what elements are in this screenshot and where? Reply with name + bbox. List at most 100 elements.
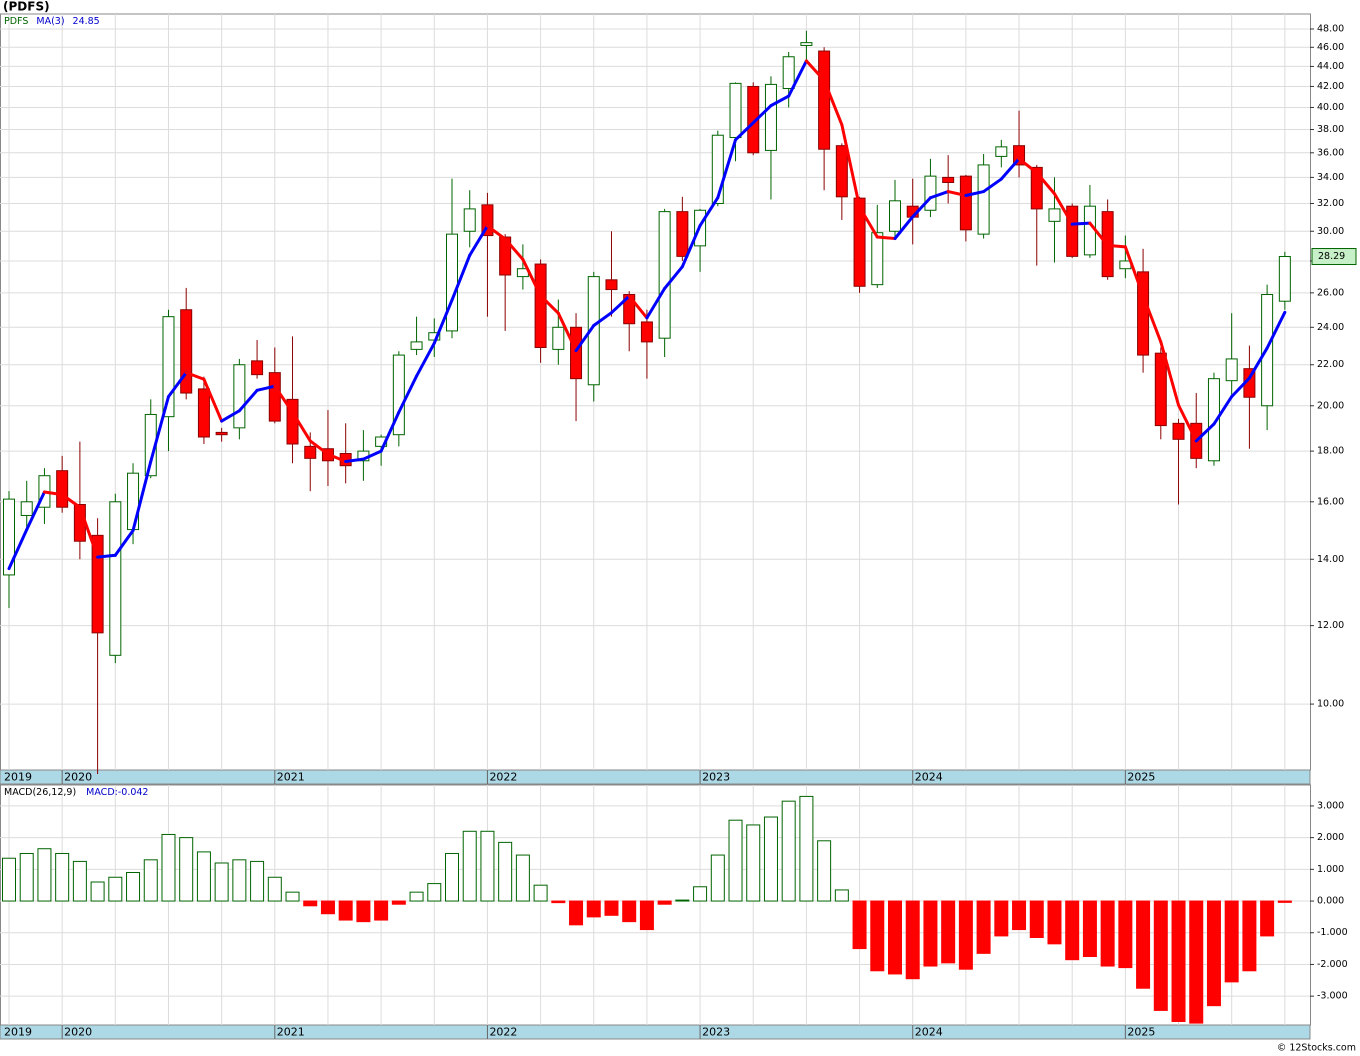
y-tick-label: 44.00 (1317, 61, 1344, 72)
macd-prefix: MACD: (86, 787, 118, 798)
y-tick-label: 34.00 (1317, 172, 1344, 183)
ma-segment (1212, 395, 1234, 426)
candle-body (162, 316, 175, 418)
ma-segment (1177, 403, 1198, 443)
candle-body (800, 42, 813, 46)
macd-bar (728, 819, 743, 902)
ma-segment (822, 78, 844, 127)
macd-bar (1082, 900, 1097, 958)
macd-bar (143, 859, 158, 902)
macd-bar (923, 900, 938, 967)
ma-segment (875, 235, 897, 240)
ma-segment (25, 490, 46, 532)
x-tick-label: 2021 (277, 771, 305, 784)
candle-body (871, 232, 884, 286)
candle-body (1172, 422, 1185, 440)
y-tick-label: 14.00 (1317, 554, 1344, 565)
candle-body (818, 50, 831, 150)
macd-bar (1065, 900, 1080, 961)
macd-bar (515, 854, 530, 902)
ma-segment (627, 294, 649, 320)
macd-bar (108, 876, 123, 902)
ma-segment (1194, 422, 1216, 443)
ma-segment (716, 138, 738, 200)
ma-segment (202, 377, 224, 423)
macd-bar (976, 900, 991, 954)
ma-segment (734, 121, 755, 142)
ma-segment (680, 224, 702, 269)
ma-segment (468, 224, 489, 257)
macd-bar (55, 852, 70, 902)
ma-segment (237, 388, 259, 413)
macd-bar (285, 891, 300, 902)
ma-segment (1159, 340, 1181, 407)
ma-segment (7, 528, 29, 571)
candle-body (942, 176, 955, 183)
ma-segment (804, 59, 826, 82)
symbol-label: PDFS (4, 16, 28, 27)
macd-bar (445, 852, 459, 902)
candle-body (180, 309, 193, 394)
macd-bar (905, 900, 920, 980)
ma-segment (273, 384, 295, 414)
last-price-label: 28.29 (1318, 251, 1345, 262)
ma-segment (1141, 294, 1163, 344)
macd-bar (232, 859, 247, 902)
macd-bar (746, 824, 761, 902)
ma-segment (432, 298, 454, 345)
candle-body (233, 364, 246, 429)
x-tick-label: 2022 (489, 1026, 517, 1039)
ma-segment (344, 457, 365, 464)
x-tick-label: 2025 (1127, 1026, 1155, 1039)
macd-bar (391, 900, 406, 905)
ma-segment (946, 190, 968, 197)
macd-bar (374, 900, 389, 921)
macd-bar (2, 857, 16, 902)
macd-bar (179, 837, 194, 902)
candle-body (889, 200, 901, 232)
y-tick-label: -1.000 (1317, 927, 1348, 938)
ma-segment (379, 410, 401, 453)
candle-body (924, 175, 937, 211)
macd-bar (338, 900, 353, 921)
macd-bar (870, 900, 885, 972)
candle-body (1030, 166, 1043, 210)
macd-bar (1136, 900, 1151, 989)
ma-segment (521, 257, 543, 298)
ma-segment (149, 395, 170, 464)
macd-bar (250, 860, 265, 902)
candle-body (304, 445, 317, 459)
macd-bar (267, 876, 282, 902)
candle-body (1119, 260, 1132, 270)
ma-segment (131, 460, 153, 532)
candle-body (499, 236, 512, 276)
macd-bar (710, 854, 725, 902)
y-tick-label: 2.000 (1317, 832, 1344, 843)
candle-body (481, 204, 494, 237)
candle-body (782, 56, 795, 90)
price-axis-strip (0, 769, 1311, 785)
x-tick-label: 2020 (64, 1026, 92, 1039)
macd-bar (161, 833, 176, 902)
macd-bar (675, 899, 690, 902)
macd-bar (19, 852, 34, 902)
y-tick-label: 38.00 (1317, 124, 1344, 135)
candle-body (640, 321, 653, 343)
y-tick-label: 18.00 (1317, 446, 1344, 457)
candle-body (1048, 208, 1061, 222)
ma-segment (1265, 310, 1287, 350)
macd-header: MACD(26,12,9) MACD:-0.042 (4, 787, 148, 798)
candle-body (20, 501, 33, 516)
macd-bar (958, 900, 973, 970)
macd-bar (1260, 900, 1275, 937)
macd-bar (639, 900, 654, 931)
x-tick-label: 2020 (64, 771, 92, 784)
y-tick-label: 22.00 (1317, 359, 1344, 370)
macd-bar (551, 900, 566, 904)
ma-segment (450, 253, 472, 302)
ma-segment (1230, 376, 1251, 399)
candle-body (1207, 378, 1220, 462)
candle-body (959, 175, 972, 231)
candle-body (1066, 205, 1079, 257)
candle-body (587, 276, 600, 386)
